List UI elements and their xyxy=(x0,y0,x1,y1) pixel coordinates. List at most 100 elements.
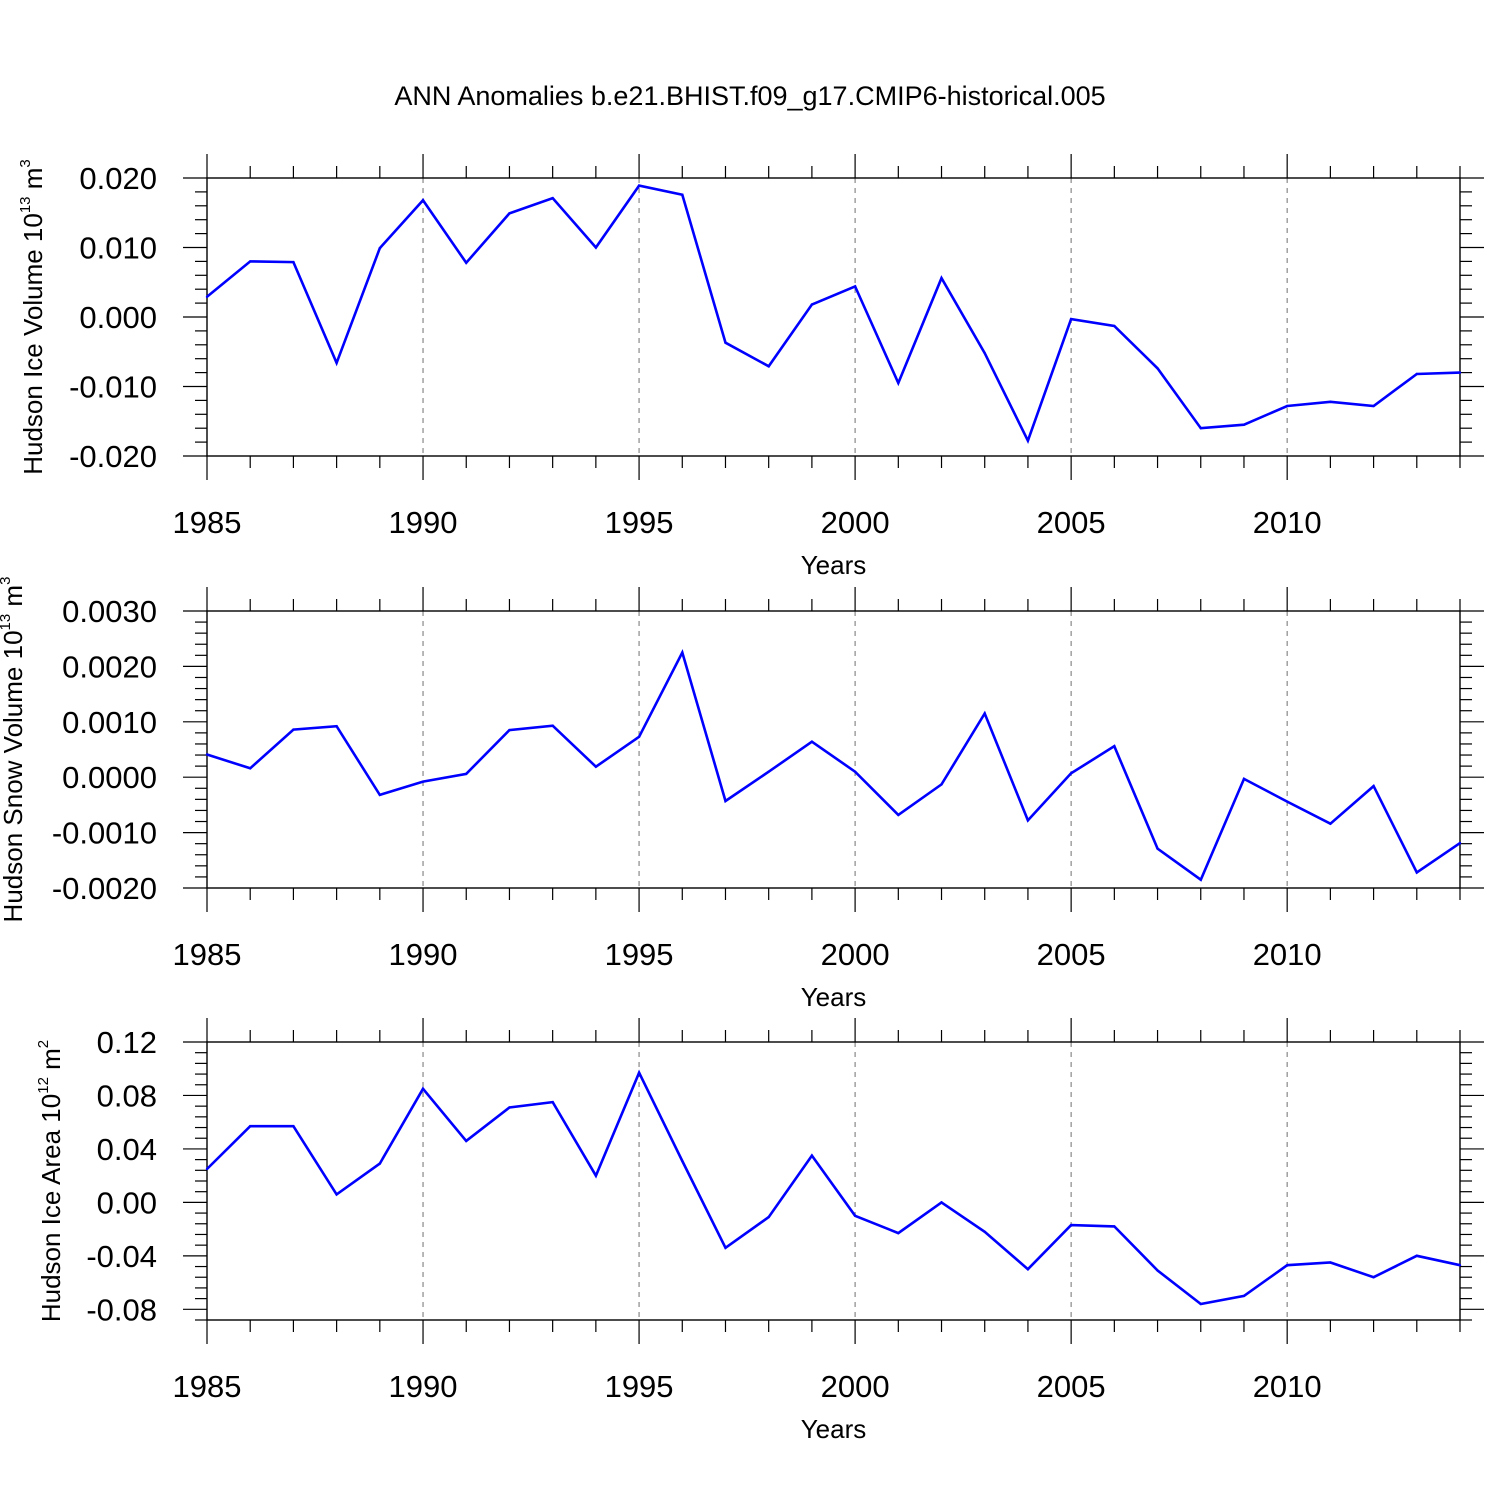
panels: -0.020 -0.010 0.000 0.010 0.020 1985 1990 1995 2… xyxy=(0,154,1484,1444)
data-point xyxy=(421,1087,425,1090)
data-point xyxy=(724,799,727,803)
data-point xyxy=(1199,427,1202,430)
data-point xyxy=(897,1231,900,1235)
data-point xyxy=(335,725,338,728)
data-point xyxy=(1285,800,1289,803)
y-tick-label: 0.04 xyxy=(97,1132,157,1167)
data-point xyxy=(1242,423,1246,426)
data-point xyxy=(335,361,338,365)
data-point xyxy=(1329,822,1332,825)
x-tick-label: 2000 xyxy=(821,937,890,972)
y-tick-label: 0.0010 xyxy=(62,705,157,740)
data-point xyxy=(465,772,468,776)
y-tick-label: -0.020 xyxy=(69,439,157,474)
data-point xyxy=(1113,324,1116,328)
y-tick-label: 0.000 xyxy=(79,300,157,335)
data-point xyxy=(335,1193,338,1196)
data-point xyxy=(551,724,554,727)
x-tick-label: 1985 xyxy=(173,1369,242,1404)
x-tick-label: 2005 xyxy=(1037,937,1106,972)
data-point xyxy=(1069,317,1073,321)
data-point xyxy=(1069,1223,1073,1227)
data-point xyxy=(1285,404,1289,408)
data-point xyxy=(1242,1294,1246,1298)
data-point xyxy=(637,1071,641,1074)
data-point xyxy=(983,351,986,355)
data-point xyxy=(421,780,425,783)
data-point xyxy=(292,728,295,731)
data-point xyxy=(378,793,382,797)
data-point xyxy=(724,341,727,344)
data-point xyxy=(508,1106,511,1109)
data-point xyxy=(594,246,598,249)
x-tick-label: 1985 xyxy=(173,505,242,540)
x-tick-label: 2010 xyxy=(1253,505,1322,540)
data-point xyxy=(940,1201,943,1204)
data-point xyxy=(1156,367,1159,370)
data-point xyxy=(1026,819,1030,822)
data-point xyxy=(1242,777,1246,781)
x-tick-label: 2005 xyxy=(1037,1369,1106,1404)
data-point xyxy=(1113,744,1116,748)
x-tick-label: 1995 xyxy=(605,505,674,540)
data-point xyxy=(1199,878,1202,881)
data-point xyxy=(378,1162,382,1165)
data-point xyxy=(205,1167,209,1171)
data-point xyxy=(1372,404,1375,408)
x-tick-label: 1990 xyxy=(389,505,458,540)
data-point xyxy=(378,246,382,250)
y-tick-label: 0.12 xyxy=(97,1025,157,1060)
data-point xyxy=(249,1125,252,1128)
data-point xyxy=(1458,841,1462,845)
data-point xyxy=(681,651,684,654)
y-axis-label: Hudson Snow Volume 1013 m3 xyxy=(0,577,28,923)
data-point xyxy=(810,740,814,743)
data-point xyxy=(1372,1276,1375,1279)
data-point xyxy=(1069,772,1073,775)
data-point xyxy=(465,1139,468,1143)
x-axis-label: Years xyxy=(801,982,867,1012)
data-point xyxy=(205,295,209,299)
data-point xyxy=(853,770,857,773)
data-point xyxy=(1026,439,1030,442)
data-point xyxy=(1285,1264,1289,1267)
data-point xyxy=(810,1154,814,1157)
data-point xyxy=(1415,372,1418,376)
data-point xyxy=(637,184,641,187)
data-point xyxy=(508,212,511,215)
data-point xyxy=(1415,1254,1418,1258)
data-point xyxy=(681,1159,684,1163)
data-point xyxy=(853,285,857,288)
data-point xyxy=(1329,1261,1332,1264)
data-point xyxy=(983,712,986,715)
data-point xyxy=(1372,784,1375,788)
series-line xyxy=(206,184,1461,445)
x-tick-label: 1995 xyxy=(605,937,674,972)
y-tick-label: 0.010 xyxy=(79,231,157,266)
data-point xyxy=(249,767,252,770)
x-tick-label: 2010 xyxy=(1253,1369,1322,1404)
x-tick-label: 1990 xyxy=(389,1369,458,1404)
data-point xyxy=(767,770,770,773)
data-point xyxy=(940,783,943,786)
data-point xyxy=(1113,1225,1116,1228)
data-point xyxy=(1156,1269,1159,1272)
panel-2: -0.0020 -0.0010 0.0000 0.0010 0.0020 0.0030 19… xyxy=(0,577,1484,1012)
x-axis-label: Years xyxy=(801,550,867,580)
y-tick-label: -0.04 xyxy=(86,1239,157,1274)
data-point xyxy=(551,196,554,200)
x-tick-label: 2010 xyxy=(1253,937,1322,972)
data-point xyxy=(205,753,209,756)
y-tick-label: 0.08 xyxy=(97,1078,157,1113)
data-point xyxy=(810,303,814,306)
data-point xyxy=(551,1100,554,1104)
data-point xyxy=(637,735,641,738)
series-line xyxy=(206,648,1461,882)
y-tick-label: 0.00 xyxy=(97,1185,157,1220)
y-tick-label: 0.0000 xyxy=(62,760,157,795)
y-axis-label: Hudson Ice Volume 1013 m3 xyxy=(17,159,48,475)
y-tick-label: -0.08 xyxy=(86,1292,157,1327)
data-point xyxy=(1156,847,1159,850)
